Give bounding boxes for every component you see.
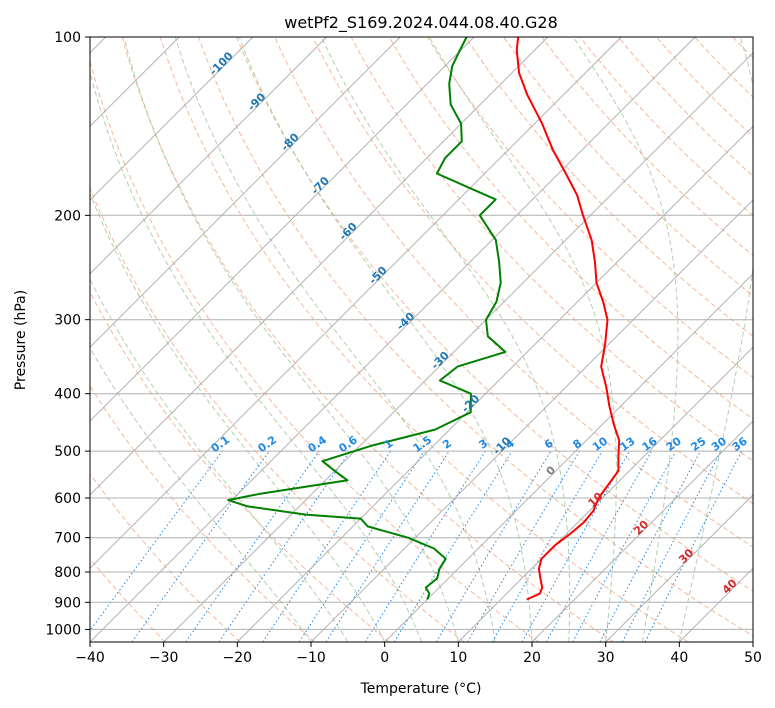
pressure-gridlines: [90, 37, 753, 630]
plot-frame: [89, 36, 754, 643]
reference-lines: [90, 37, 775, 642]
y-tick-label: 900: [54, 595, 81, 611]
dry-adiabat-line: [503, 37, 753, 297]
dry-adiabat-line: [90, 59, 540, 642]
mixing-ratio-line: [325, 450, 450, 642]
y-tick-label: 600: [54, 491, 81, 507]
moist-adiabat-line: [123, 37, 459, 642]
y-tick-label: 200: [54, 208, 81, 224]
moist-adiabat-line: [174, 37, 496, 642]
dry-adiabat-line: [90, 186, 465, 642]
isotherm-line: [90, 37, 401, 348]
x-tick-label: 50: [744, 650, 762, 666]
isotherm-line: [90, 37, 475, 422]
isotherm-line: [384, 273, 753, 642]
x-tick-label: 0: [380, 650, 389, 666]
temperature-profile-line: [515, 37, 621, 601]
dewpoint-profile-line: [227, 37, 507, 600]
x-tick-label: −20: [223, 650, 253, 666]
isotherm-line: [90, 37, 622, 569]
y-tick-label: 500: [54, 444, 81, 460]
dry-adiabat-line: [121, 37, 614, 642]
isotherm-line: [752, 641, 753, 642]
moist-adiabat-line: [572, 37, 679, 642]
y-tick-label: 1000: [45, 622, 81, 638]
x-tick-label: 20: [523, 650, 541, 666]
mixing-ratio-line: [298, 450, 425, 642]
dry-adiabat-line: [236, 37, 753, 592]
moist-adiabat-line: [90, 278, 349, 642]
mixing-ratio-line: [644, 450, 743, 642]
mixing-ratio-line: [393, 450, 513, 642]
dry-adiabat-line: [90, 384, 316, 642]
mixing-ratio-line: [90, 450, 223, 632]
dry-adiabat-line: [426, 37, 753, 379]
moist-adiabat-line: [320, 37, 571, 642]
dry-adiabat-line: [90, 291, 390, 642]
mixing-ratio-line: [218, 450, 351, 642]
profile-series: [227, 37, 621, 601]
x-tick-label: −40: [75, 650, 105, 666]
chart-title: wetPf2_S169.2024.044.08.40.G28: [284, 13, 558, 33]
dry-adiabat-line: [90, 472, 241, 642]
y-tick-label: 700: [54, 531, 81, 547]
y-axis-ticks: 1000 900 800 700 600 500 400 300 200 100: [45, 30, 90, 638]
moist-adiabat-line: [238, 37, 533, 642]
dry-adiabat-line: [771, 37, 775, 642]
mixing-ratio-line: [185, 450, 320, 642]
y-tick-label: 100: [54, 30, 81, 46]
y-tick-label: 800: [54, 565, 81, 581]
dry-adiabat-line: [159, 37, 689, 642]
isotherm-line: [163, 52, 753, 642]
isotherm-line: [90, 37, 328, 275]
x-tick-label: −30: [149, 650, 179, 666]
mixing-ratio-line: [572, 450, 677, 642]
dry-adiabat-line: [350, 37, 753, 462]
mixing-ratio-line: [545, 450, 653, 642]
x-tick-label: 10: [449, 650, 467, 666]
isotherm-line: [310, 199, 753, 642]
mixing-ratio-line: [521, 450, 630, 642]
dry-adiabat-line: [90, 557, 166, 642]
y-tick-label: 400: [54, 387, 81, 403]
isotherm-line: [90, 37, 696, 642]
x-tick-label: 30: [597, 650, 615, 666]
y-tick-label: 300: [54, 313, 81, 329]
moist-adiabat-line: [90, 192, 386, 642]
mixing-ratio-line: [131, 450, 270, 642]
x-axis-ticks: −40 −30 −20 −10 0 10 20 30 40 50: [75, 642, 762, 666]
x-tick-label: 40: [670, 650, 688, 666]
isotherm-line: [236, 125, 753, 642]
mixing-ratio-line: [262, 450, 392, 642]
dry-adiabat-line: [198, 37, 753, 637]
isotherm-line: [531, 420, 753, 642]
x-axis-label: Temperature (°C): [360, 681, 482, 697]
isotherm-line: [90, 37, 254, 201]
isotherm-line: [605, 494, 753, 642]
x-tick-label: −10: [296, 650, 326, 666]
moist-adiabat-line: [428, 37, 617, 642]
moist-adiabat-line: [678, 37, 753, 642]
isotherm-line: [90, 37, 549, 496]
plot-background: [90, 37, 753, 642]
y-axis-label: Pressure (hPa): [13, 290, 29, 390]
